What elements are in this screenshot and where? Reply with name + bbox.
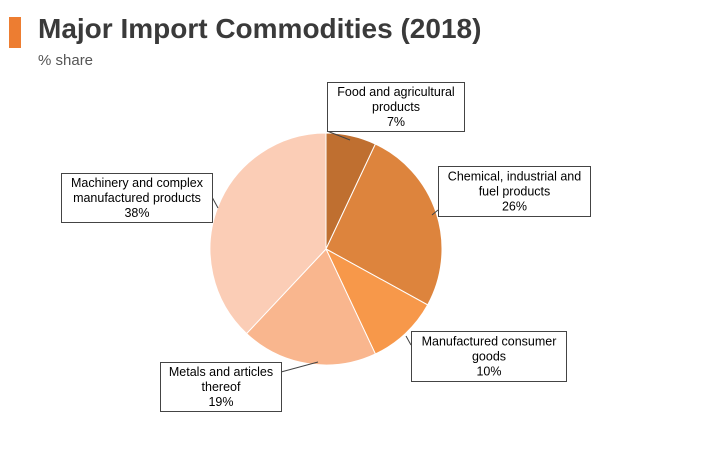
data-label-text-4: thereof bbox=[202, 380, 241, 394]
data-label-text-3: goods bbox=[472, 350, 506, 364]
pie-slice-4 bbox=[245, 248, 377, 366]
data-label-value-1: 7% bbox=[387, 115, 405, 129]
data-label-text-3: Manufactured consumer bbox=[422, 335, 557, 349]
chart-subtitle: % share bbox=[38, 52, 94, 69]
data-label-value-2: 26% bbox=[502, 200, 527, 214]
title-accent-bar bbox=[9, 17, 21, 48]
data-label-box-3 bbox=[411, 331, 567, 382]
chart-title: Major Import Commodities (2018) bbox=[38, 13, 482, 44]
data-label-text-5: manufactured products bbox=[73, 191, 201, 205]
pie-slice-3 bbox=[324, 247, 429, 355]
data-label-value-3: 10% bbox=[476, 365, 501, 379]
data-label-value-4: 19% bbox=[208, 395, 233, 409]
leader-line-1 bbox=[326, 130, 351, 141]
leader-line-3 bbox=[405, 335, 412, 346]
data-label-text-1: Food and agricultural bbox=[337, 85, 454, 99]
leader-line-2 bbox=[431, 209, 439, 216]
data-label-text-1: products bbox=[372, 100, 420, 114]
data-label-text-2: Chemical, industrial and bbox=[448, 170, 581, 184]
data-label-box-5 bbox=[61, 173, 213, 223]
data-label-text-4: Metals and articles bbox=[169, 365, 273, 379]
data-label-text-2: fuel products bbox=[479, 185, 551, 199]
data-label-text-5: Machinery and complex bbox=[71, 176, 204, 190]
leader-line-4 bbox=[280, 361, 319, 373]
data-label-box-1 bbox=[327, 82, 465, 132]
data-label-box-4 bbox=[160, 362, 282, 412]
data-label-box-2 bbox=[438, 166, 591, 217]
pie-slice-5 bbox=[209, 132, 327, 335]
data-label-value-5: 38% bbox=[124, 206, 149, 220]
